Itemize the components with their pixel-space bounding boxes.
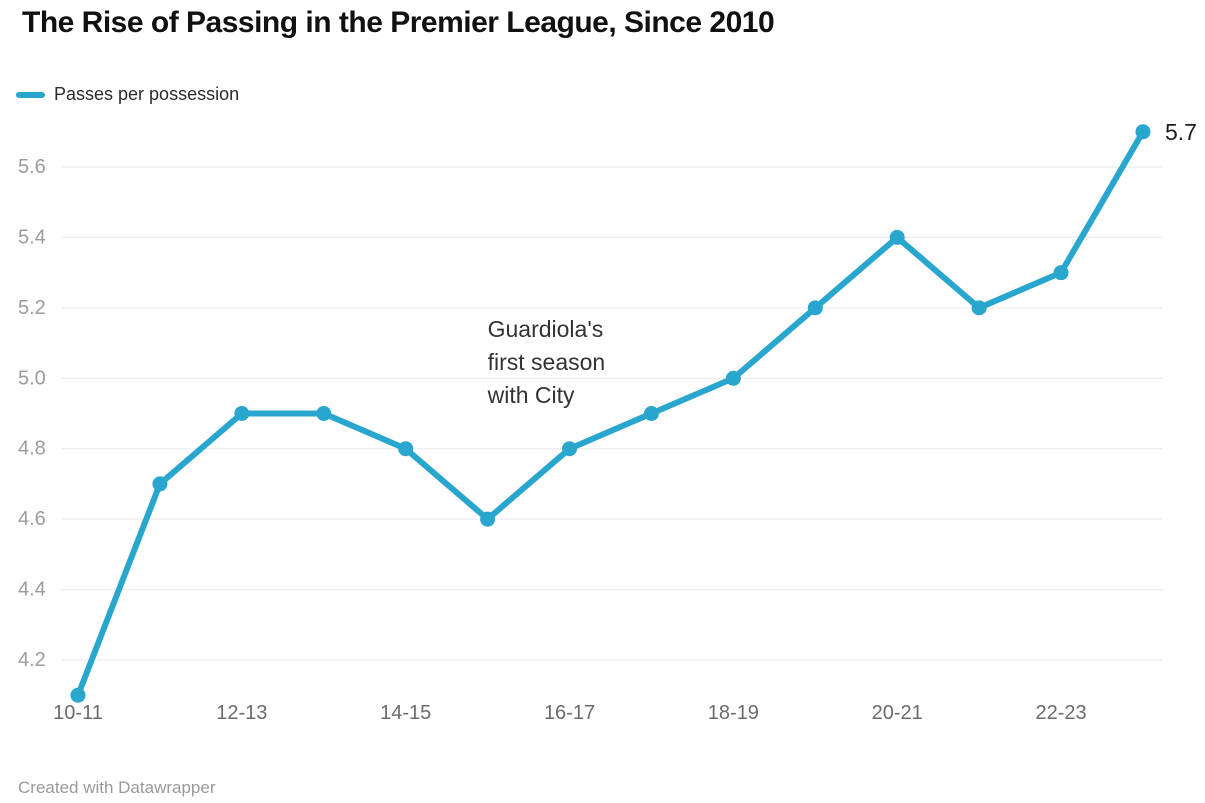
x-axis-tick-label: 18-19 <box>708 702 759 724</box>
x-axis-tick-label: 10-11 <box>53 702 103 724</box>
y-axis-tick-label: 5.6 <box>18 156 46 178</box>
y-axis-tick-label: 4.2 <box>18 649 46 671</box>
data-point[interactable] <box>152 476 168 492</box>
annotation-text: Guardiola's <box>488 316 604 342</box>
data-point[interactable] <box>398 441 414 457</box>
data-point[interactable] <box>643 406 659 422</box>
y-axis-tick-label: 4.8 <box>18 438 46 460</box>
legend-label: Passes per possession <box>54 84 240 104</box>
x-axis-tick-label: 20-21 <box>872 702 923 724</box>
y-axis-tick-label: 4.6 <box>18 508 46 530</box>
x-axis-tick-label: 16-17 <box>544 702 595 724</box>
y-axis-tick-label: 4.4 <box>18 579 46 601</box>
data-point[interactable] <box>807 300 823 316</box>
x-axis-tick-label: 12-13 <box>216 702 267 724</box>
data-point[interactable] <box>725 370 741 386</box>
data-point[interactable] <box>1053 265 1069 281</box>
data-point[interactable] <box>562 441 578 457</box>
legend: Passes per possession <box>16 84 239 105</box>
legend-line-swatch <box>16 91 45 98</box>
data-point[interactable] <box>316 406 332 422</box>
data-point[interactable] <box>480 511 496 527</box>
attribution-link[interactable]: Created with Datawrapper <box>18 778 216 797</box>
annotation-text: with City <box>487 382 575 408</box>
x-axis-tick-label: 22-23 <box>1035 702 1086 724</box>
y-axis-tick-label: 5.2 <box>18 297 46 319</box>
data-point[interactable] <box>70 687 86 703</box>
annotation-text: first season <box>488 349 606 375</box>
data-point[interactable] <box>889 229 905 245</box>
chart-title: The Rise of Passing in the Premier Leagu… <box>22 6 775 39</box>
data-point[interactable] <box>234 406 250 422</box>
line-chart-svg: 4.2 4.4 4.6 4.8 5.0 5.2 5.4 5.6 10-11 12-13 14-15 1… <box>18 119 1197 724</box>
value-label: 5.7 <box>1165 119 1197 145</box>
data-point[interactable] <box>971 300 987 316</box>
data-point[interactable] <box>1135 124 1151 140</box>
y-axis-tick-label: 5.4 <box>18 226 46 248</box>
y-axis-tick-label: 5.0 <box>18 367 46 389</box>
x-axis-tick-label: 14-15 <box>380 702 431 724</box>
line-series <box>75 128 1146 699</box>
